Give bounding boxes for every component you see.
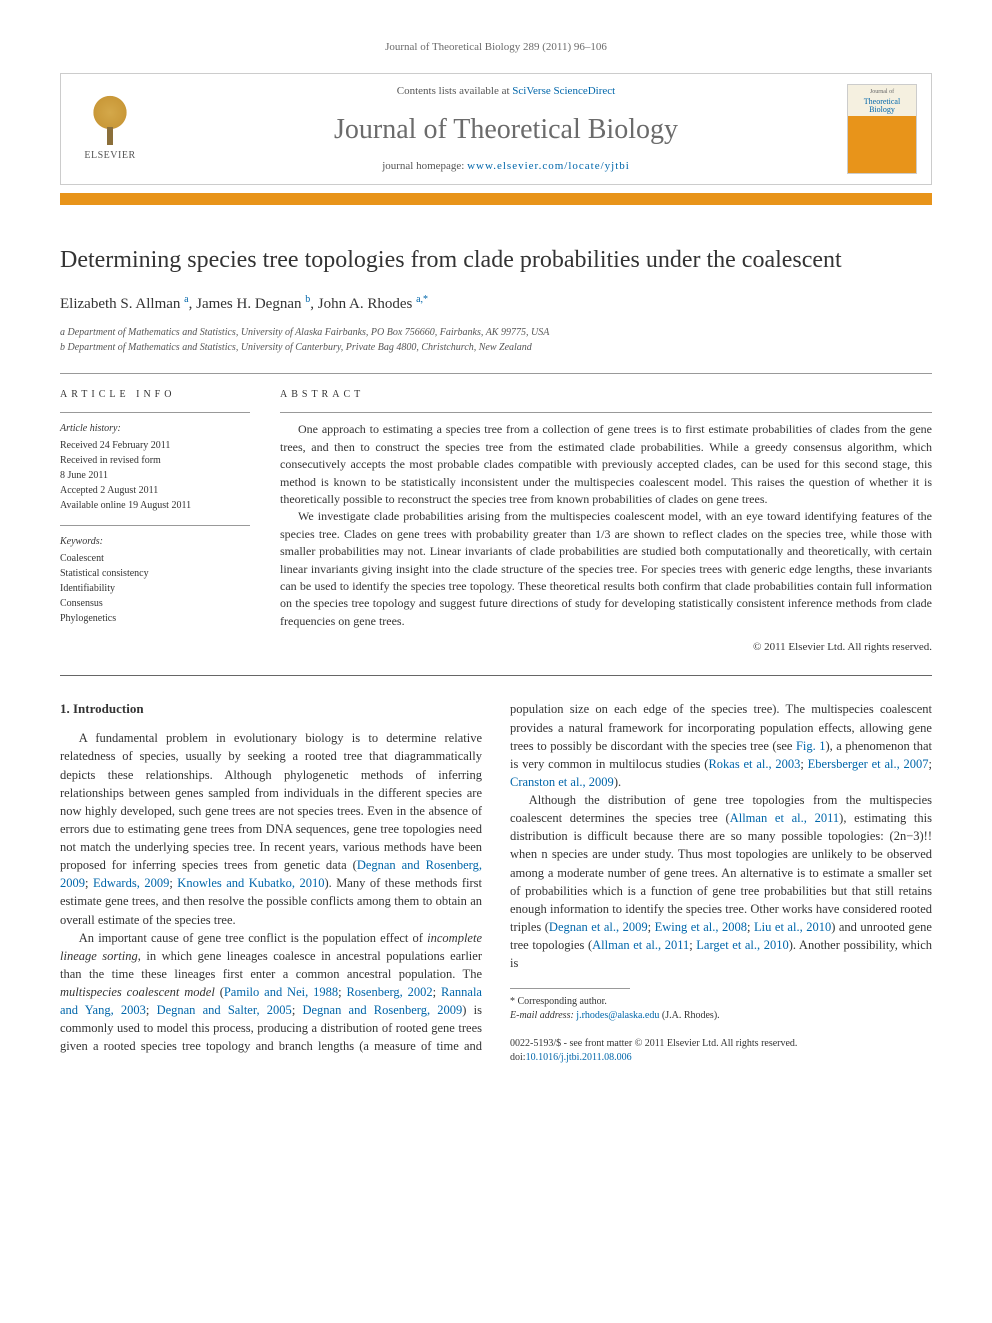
body-p3-b: ), estimating this distribution is diffi… xyxy=(510,811,932,934)
homepage-prefix: journal homepage: xyxy=(382,160,467,172)
keyword-3: Identifiability xyxy=(60,581,250,596)
footnote-rule xyxy=(510,988,630,989)
ai-rule-2 xyxy=(60,525,250,526)
affiliations: a Department of Mathematics and Statisti… xyxy=(60,325,932,355)
article-history: Article history: Received 24 February 20… xyxy=(60,421,250,513)
cite-ebersberger-2007[interactable]: Ebersberger et al., 2007 xyxy=(808,757,929,771)
cite-larget-2010[interactable]: Larget et al., 2010 xyxy=(696,938,788,952)
body-p2-g: ; xyxy=(292,1003,303,1017)
authors-line: Elizabeth S. Allman a, James H. Degnan b… xyxy=(60,293,932,315)
affiliation-a: a Department of Mathematics and Statisti… xyxy=(60,325,932,340)
cite-degnan-salter-2005[interactable]: Degnan and Salter, 2005 xyxy=(157,1003,292,1017)
cite-rosenberg-2002[interactable]: Rosenberg, 2002 xyxy=(346,985,432,999)
body-p1-a: A fundamental problem in evolutionary bi… xyxy=(60,731,482,872)
history-accepted: Accepted 2 August 2011 xyxy=(60,483,250,498)
abstract-rule xyxy=(280,412,932,413)
cite-ewing-2008[interactable]: Ewing et al., 2008 xyxy=(655,920,747,934)
corresponding-author-label: * Corresponding author. xyxy=(510,995,932,1009)
body-p1: A fundamental problem in evolutionary bi… xyxy=(60,729,482,928)
email-label: E-mail address: xyxy=(510,1010,574,1021)
doi-link[interactable]: 10.1016/j.jtbi.2011.08.006 xyxy=(526,1052,632,1063)
abstract-block: ABSTRACT One approach to estimating a sp… xyxy=(280,388,932,655)
keyword-1: Coalescent xyxy=(60,551,250,566)
cite-knowles-kubatko-2010[interactable]: Knowles and Kubatko, 2010 xyxy=(177,876,324,890)
cite-degnan-rosenberg-2009-b[interactable]: Degnan and Rosenberg, 2009 xyxy=(302,1003,462,1017)
orange-divider-bar xyxy=(60,193,932,205)
abstract-heading: ABSTRACT xyxy=(280,388,932,402)
rule-above-abstract xyxy=(60,373,932,374)
abstract-p2: We investigate clade probabilities arisi… xyxy=(280,508,932,630)
cite-rokas-2003[interactable]: Rokas et al., 2003 xyxy=(708,757,800,771)
body-p3-d: ; xyxy=(747,920,754,934)
front-matter-line: 0022-5193/$ - see front matter © 2011 El… xyxy=(510,1037,932,1051)
footnotes: * Corresponding author. E-mail address: … xyxy=(510,995,932,1023)
publisher-name: ELSEVIER xyxy=(84,149,135,163)
history-online: Available online 19 August 2011 xyxy=(60,498,250,513)
article-title: Determining species tree topologies from… xyxy=(60,245,932,275)
history-label: Article history: xyxy=(60,421,250,436)
email-line: E-mail address: j.rhodes@alaska.edu (J.A… xyxy=(510,1009,932,1023)
cite-allman-2011-b[interactable]: Allman et al., 2011 xyxy=(592,938,689,952)
body-p3: Although the distribution of gene tree t… xyxy=(510,791,932,972)
cite-pamilo-nei-1988[interactable]: Pamilo and Nei, 1988 xyxy=(224,985,338,999)
article-info-block: ARTICLE INFO Article history: Received 2… xyxy=(60,388,250,655)
history-revised-1: Received in revised form xyxy=(60,453,250,468)
keywords-block: Keywords: Coalescent Statistical consist… xyxy=(60,534,250,626)
body-p2-l: ). xyxy=(614,775,621,789)
body-p2-j: ; xyxy=(800,757,807,771)
body-p3-c: ; xyxy=(648,920,655,934)
rule-below-abstract xyxy=(60,675,932,676)
cite-cranston-2009[interactable]: Cranston et al., 2009 xyxy=(510,775,614,789)
elsevier-logo: ELSEVIER xyxy=(75,89,145,169)
sciencedirect-link[interactable]: SciVerse ScienceDirect xyxy=(512,85,615,97)
homepage-link[interactable]: www.elsevier.com/locate/yjtbi xyxy=(467,160,630,172)
keyword-4: Consensus xyxy=(60,596,250,611)
journal-banner: ELSEVIER Contents lists available at Sci… xyxy=(60,73,932,185)
email-link[interactable]: j.rhodes@alaska.edu xyxy=(576,1010,659,1021)
doi-label: doi: xyxy=(510,1052,526,1063)
cite-allman-2011[interactable]: Allman et al., 2011 xyxy=(730,811,839,825)
ai-rule xyxy=(60,412,250,413)
running-header: Journal of Theoretical Biology 289 (2011… xyxy=(60,40,932,55)
cite-degnan-2009[interactable]: Degnan et al., 2009 xyxy=(549,920,648,934)
journal-name: Journal of Theoretical Biology xyxy=(165,110,847,149)
homepage-line: journal homepage: www.elsevier.com/locat… xyxy=(165,159,847,174)
contents-available-line: Contents lists available at SciVerse Sci… xyxy=(165,84,847,99)
body-p2-c: ( xyxy=(215,985,224,999)
body-text: 1. Introduction A fundamental problem in… xyxy=(60,700,932,1065)
history-received: Received 24 February 2011 xyxy=(60,438,250,453)
abstract-p1: One approach to estimating a species tre… xyxy=(280,421,932,508)
abstract-body: One approach to estimating a species tre… xyxy=(280,421,932,630)
abstract-copyright: © 2011 Elsevier Ltd. All rights reserved… xyxy=(280,640,932,655)
cite-liu-2010[interactable]: Liu et al., 2010 xyxy=(754,920,831,934)
body-p2-k: ; xyxy=(929,757,932,771)
keywords-label: Keywords: xyxy=(60,534,250,549)
section-1-heading: 1. Introduction xyxy=(60,700,482,719)
page-footer: 0022-5193/$ - see front matter © 2011 El… xyxy=(510,1037,932,1065)
history-revised-2: 8 June 2011 xyxy=(60,468,250,483)
body-p2-f: ; xyxy=(146,1003,157,1017)
doi-line: doi:10.1016/j.jtbi.2011.08.006 xyxy=(510,1051,932,1065)
contents-prefix: Contents lists available at xyxy=(397,85,512,97)
body-p2-e: ; xyxy=(433,985,441,999)
cite-edwards-2009[interactable]: Edwards, 2009 xyxy=(93,876,169,890)
keyword-5: Phylogenetics xyxy=(60,611,250,626)
affiliation-b: b Department of Mathematics and Statisti… xyxy=(60,340,932,355)
elsevier-tree-icon xyxy=(85,95,135,145)
cover-journal-name: Theoretical Biology xyxy=(852,98,912,114)
banner-center: Contents lists available at SciVerse Sci… xyxy=(165,84,847,174)
article-info-heading: ARTICLE INFO xyxy=(60,388,250,402)
journal-cover-thumbnail: Journal of Theoretical Biology xyxy=(847,84,917,174)
body-p2-em2: multispecies coalescent model xyxy=(60,985,215,999)
email-who: (J.A. Rhodes). xyxy=(662,1010,720,1021)
keyword-2: Statistical consistency xyxy=(60,566,250,581)
body-p2-a: An important cause of gene tree conflict… xyxy=(79,931,427,945)
fig-1-link[interactable]: Fig. 1 xyxy=(796,739,826,753)
cover-top-text: Journal of xyxy=(870,89,894,96)
body-p1-b: ; xyxy=(85,876,93,890)
